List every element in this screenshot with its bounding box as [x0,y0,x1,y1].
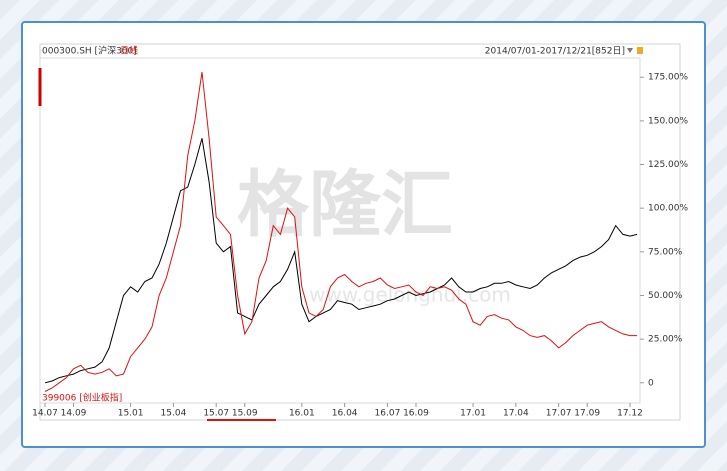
lock-icon [637,47,643,54]
watermark: 格隆汇 [237,163,453,247]
secondary-label: 399006 [创业板指] [42,392,122,404]
series-line [44,138,638,384]
y-tick-label: 75.00% [648,247,683,257]
x-tick-label: 15.07 [203,409,229,419]
y-tick-label: 175.00% [648,73,688,83]
x-tick-label: 16.04 [332,409,358,419]
y-tick-label: 0 [648,378,654,388]
dropdown-icon [627,48,633,53]
x-tick-label: 17.09 [574,409,600,419]
x-tick-label: 17.07 [546,409,572,419]
x-tick-label: 17.04 [503,409,529,419]
x-tick-label: 14.09 [61,409,87,419]
chart-subtitle: 日线 [120,45,138,57]
y-tick-label: 125.00% [648,160,688,170]
x-tick-label: 14.07 [32,409,58,419]
x-tick-label: 15.01 [118,409,144,419]
series-line [44,71,638,392]
x-tick-label: 16.07 [375,409,401,419]
x-tick-label: 16.09 [403,409,429,419]
x-tick-label: 17.01 [460,409,486,419]
date-range: 2014/07/01-2017/12/21[852日] [485,46,625,57]
x-tick-label: 15.09 [232,409,258,419]
x-tick-label: 15.04 [161,409,187,419]
x-tick-label: 16.01 [289,409,315,419]
x-tick-label: 17.12 [617,409,643,419]
y-tick-label: 100.00% [648,204,688,214]
y-tick-label: 150.00% [648,116,688,126]
y-tick-label: 50.00% [648,291,683,301]
chart-title: 000300.SH [沪深300] [42,45,137,57]
y-tick-label: 25.00% [648,335,683,345]
